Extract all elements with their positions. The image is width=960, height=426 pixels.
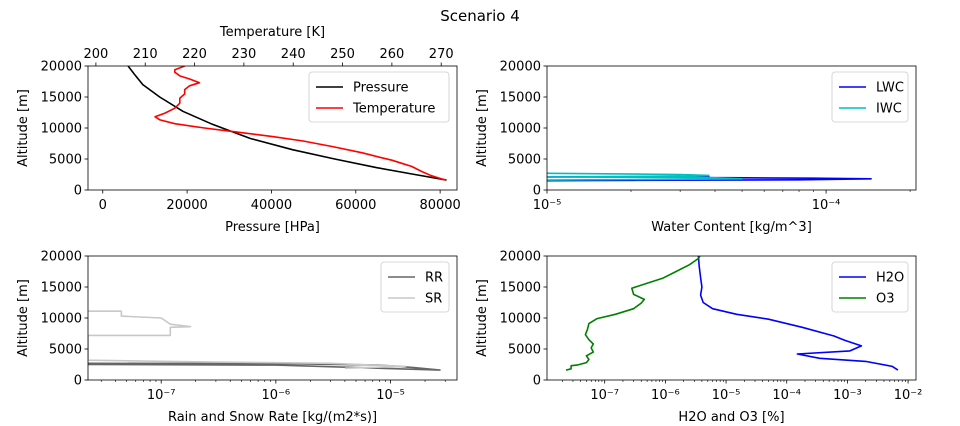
series-line-rr [88,362,441,371]
legend-box [831,261,909,313]
legend-label: SR [425,292,442,307]
plot-frame [87,65,458,191]
y-tick-label: 20000 [41,60,82,75]
x-tick-label: 10⁻³ [833,388,862,403]
subplot-precipitation: 0 5000 10000 15000 20000 10⁻⁷ 10⁻⁶ 10⁻⁵ Rain and… [16,250,458,425]
plot-frame [87,255,458,381]
x-tick-label: 10⁻⁷ [147,388,176,403]
y-tick-label: 10000 [41,312,82,327]
x-tick-label: 10⁻⁷ [590,388,619,403]
y-axis-label: Altitude [m] [16,279,31,357]
x-tick-label: 40000 [251,198,292,213]
legend: Pressure Temperature [308,71,450,123]
y-tick-label: 20000 [500,60,541,75]
y-tick-label: 20000 [500,250,541,265]
x-tick-label: 10⁻⁴ [812,198,841,213]
x-tick-label: 10⁻⁵ [712,388,741,403]
x-tick-label: 60000 [335,198,376,213]
y-tick-label: 5000 [49,153,82,168]
top-x-tick-label: 240 [281,47,306,62]
x-axis-label: Pressure [HPa] [225,220,320,235]
y-tick-label: 10000 [41,122,82,137]
legend-label: H2O [876,271,904,286]
y-tick-label: 0 [533,184,541,199]
top-x-axis-label: Temperature [K] [219,25,325,40]
series-line-h2o [697,256,899,371]
plot-frame [546,255,917,381]
y-axis-label: Altitude [m] [16,89,31,167]
y-tick-label: 15000 [41,281,82,296]
series-line-o3 [565,256,701,371]
legend-label: IWC [876,102,902,117]
y-tick-label: 15000 [41,91,82,106]
series-line-sr [88,310,407,369]
y-tick-label: 15000 [500,281,541,296]
legend: RR SR [380,261,450,313]
top-x-tick-label: 200 [83,47,108,62]
series-line-iwc [547,172,743,181]
x-axis-label: H2O and O3 [%] [678,410,784,425]
legend-label: LWC [876,81,904,96]
subplot-atmosphere: 0 5000 10000 15000 20000 0 20000 40000 60000 8000… [16,25,461,235]
plot-frame [546,65,917,191]
y-tick-label: 5000 [508,343,541,358]
x-axis-label: Rain and Snow Rate [kg/(m2*s)] [168,410,377,425]
legend-label: O3 [876,292,895,307]
legend-box [308,71,450,123]
legend-box [831,71,909,123]
x-tick-label: 10⁻⁶ [262,388,291,403]
legend-box [380,261,450,313]
y-tick-label: 0 [74,184,82,199]
y-tick-label: 0 [74,374,82,389]
top-x-tick-label: 230 [231,47,256,62]
legend-label: Temperature [352,102,435,117]
y-axis-label: Altitude [m] [475,279,490,357]
y-tick-label: 20000 [41,250,82,265]
x-tick-label: 10⁻² [894,388,923,403]
legend: LWC IWC [831,71,909,123]
x-axis-label: Water Content [kg/m^3] [651,220,812,235]
x-tick-label: 0 [99,198,107,213]
top-x-tick-label: 220 [182,47,207,62]
y-tick-label: 10000 [500,122,541,137]
y-tick-label: 5000 [508,153,541,168]
series-line-temperature [154,66,447,181]
y-tick-label: 15000 [500,91,541,106]
y-tick-label: 10000 [500,312,541,327]
legend-label: RR [425,271,443,286]
top-x-tick-label: 270 [429,47,454,62]
top-x-tick-label: 250 [330,47,355,62]
top-x-tick-label: 260 [379,47,404,62]
x-tick-label: 10⁻⁵ [533,198,562,213]
legend-label: Pressure [353,81,409,96]
x-tick-label: 10⁻⁶ [651,388,680,403]
y-axis-label: Altitude [m] [475,89,490,167]
subplot-gases: 0 5000 10000 15000 20000 10⁻⁷ 10⁻⁶ 10⁻⁵ 10⁻⁴ 10⁻³… [475,250,922,426]
series-line-lwc [547,175,872,182]
y-tick-label: 0 [533,374,541,389]
x-tick-label: 10⁻⁴ [772,388,801,403]
x-tick-label: 20000 [166,198,207,213]
x-tick-label: 10⁻⁵ [376,388,405,403]
figure-title: Scenario 4 [440,7,520,25]
y-tick-label: 5000 [49,343,82,358]
top-x-tick-label: 210 [133,47,158,62]
x-tick-label: 80000 [419,198,460,213]
